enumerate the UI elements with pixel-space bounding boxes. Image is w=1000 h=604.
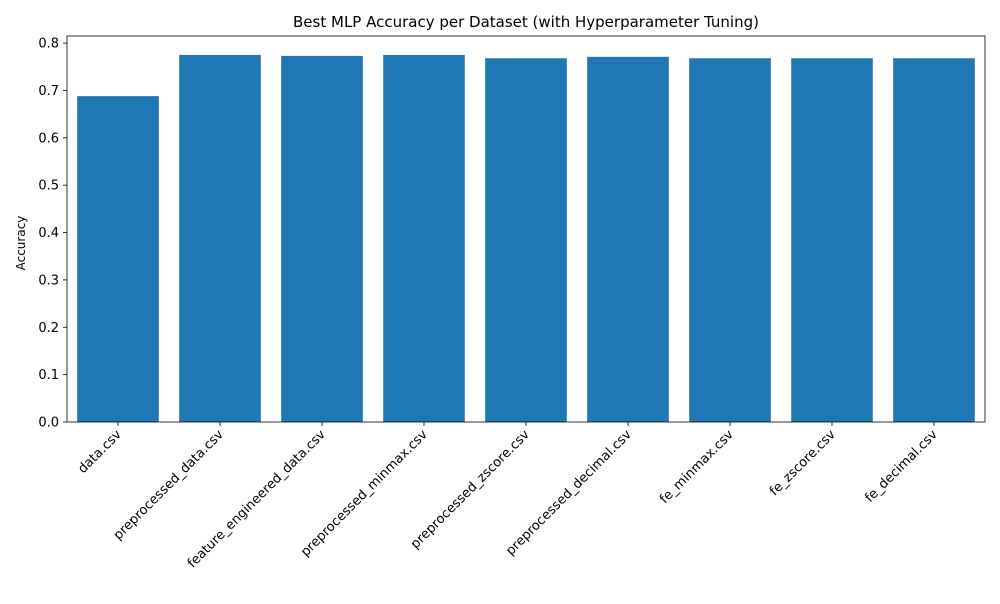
y-tick-label-4: 0.4 [38,226,59,241]
bar-6 [689,58,771,422]
y-tick-label-5: 0.5 [38,179,59,194]
y-tick-label-1: 0.1 [38,368,59,383]
y-tick-label-8: 0.8 [38,37,59,52]
bar-0 [77,96,159,423]
y-tick-label-3: 0.3 [38,273,59,288]
bar-4 [485,58,567,422]
bar-3 [383,54,465,422]
y-tick-label-7: 0.7 [38,84,59,99]
bar-1 [179,54,261,422]
bar-7 [791,58,873,422]
y-axis-label: Accuracy [14,216,28,271]
bar-5 [587,56,669,423]
chart-title: Best MLP Accuracy per Dataset (with Hype… [293,13,759,31]
bar-2 [281,55,363,422]
y-tick-label-2: 0.2 [38,321,59,336]
y-tick-label-0: 0.0 [38,416,59,431]
bar-8 [893,58,975,422]
axes-frame [66,35,986,423]
y-tick-label-6: 0.6 [38,131,59,146]
